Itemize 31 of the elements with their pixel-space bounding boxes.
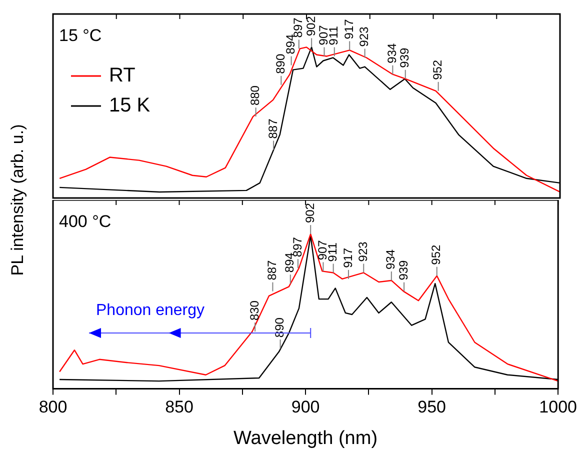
x-tick-label: 950	[418, 398, 446, 417]
x-tick-label: 1000	[539, 398, 578, 417]
x-tick-label: 800	[38, 398, 68, 417]
annotation: Phonon energy	[96, 302, 205, 320]
text: 15 °C	[59, 26, 102, 46]
annotation: 939	[398, 48, 412, 68]
annotation: 902	[302, 202, 317, 224]
annotation: 887	[266, 118, 280, 139]
annotation: 917	[340, 248, 355, 268]
annotation: 830	[247, 300, 262, 321]
annotation: 952	[429, 244, 444, 265]
annotation: 880	[248, 85, 262, 106]
annotation: 923	[356, 241, 370, 262]
annotation: 911	[326, 26, 341, 46]
x-axis-title: Wavelength (nm)	[234, 428, 378, 449]
annotation: 939	[396, 260, 410, 280]
text: 400 °C	[59, 212, 112, 232]
annotation: 890	[273, 54, 288, 74]
annotation: 934	[384, 249, 398, 270]
legend-label: 15 K	[109, 94, 151, 117]
annotation: 887	[265, 260, 280, 280]
annotation: 934	[385, 42, 400, 64]
y-axis-title: PL intensity (arb. u.)	[8, 124, 28, 276]
annotation: 952	[430, 60, 445, 80]
annotation: 917	[342, 18, 356, 40]
legend-label: RT	[109, 64, 136, 87]
annotation: 902	[304, 16, 318, 36]
annotation: 911	[326, 242, 340, 262]
x-tick-label: 850	[165, 398, 194, 417]
annotation: 923	[357, 26, 372, 47]
x-tick-label: 900	[291, 398, 320, 417]
